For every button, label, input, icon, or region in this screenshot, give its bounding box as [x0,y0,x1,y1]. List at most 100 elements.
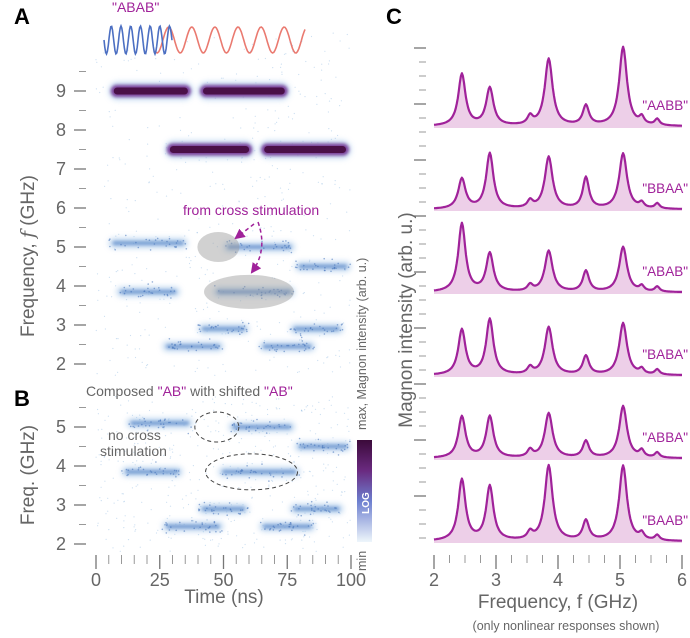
noise-point [237,416,239,418]
noise-point [254,122,256,124]
band-point [165,532,168,534]
noise-point [148,182,150,184]
noise-point [256,538,258,540]
band-point [145,425,147,427]
band-point [226,514,228,516]
noise-point [254,115,256,117]
y-tick-label: 4 [56,276,66,296]
band-point [214,325,217,328]
band-point [269,472,271,475]
noise-point [348,230,351,232]
band-point [201,523,204,526]
noise-point [238,200,240,202]
noise-point [209,318,211,320]
noise-point [242,398,245,401]
band-point [127,473,129,476]
band-point [137,469,140,471]
band-point [131,468,134,471]
noise-point [349,189,351,191]
noise-point [207,425,209,427]
band-point [150,421,152,423]
band-point [149,470,152,472]
noise-point [307,490,309,492]
noise-point [327,356,329,358]
band-point [284,244,286,247]
band-core [264,146,346,153]
x-tick-label: 50 [213,570,233,590]
noise-point [344,476,346,478]
band-point [181,419,184,421]
y-tick-label: 8 [56,120,66,140]
noise-point [139,414,141,416]
noise-point [241,319,243,321]
band-point [303,264,305,267]
spectrum-area [434,152,682,211]
y-tick-label: 3 [56,315,66,335]
noise-point [152,175,154,177]
band-point [221,473,224,476]
noise-point [328,399,330,401]
noise-point [136,416,138,419]
noise-point [149,168,151,170]
band-point [256,427,259,430]
band-point [261,297,263,300]
noise-point [302,172,304,174]
band-point [169,473,172,475]
noise-point [346,522,348,524]
band-point [142,468,145,471]
noise-point [132,461,134,464]
band-point [285,292,287,294]
noise-point [308,132,310,134]
noise-point [260,227,262,229]
band-point [275,350,278,353]
noise-point [346,211,348,213]
noise-point [330,130,333,132]
band-point [218,345,220,347]
band-point [230,430,232,433]
band-point [267,424,269,427]
noise-point [339,366,342,368]
noise-point [139,311,141,313]
noise-point [115,271,117,273]
noise-point [214,396,216,398]
band-point [197,341,200,344]
band-point [296,525,299,527]
noise-point [224,403,226,405]
noise-point [129,334,132,337]
noise-point [318,282,320,284]
noise-point [293,311,295,313]
noise-point [274,277,276,279]
band-point [282,472,284,475]
band-point [162,470,165,472]
noise-point [305,229,307,231]
noise-point [281,192,283,194]
band-point [288,525,291,528]
noise-point [298,90,300,92]
band-point [333,264,336,266]
band-point [299,505,302,508]
band-point [272,475,275,478]
band-point [243,248,246,251]
band-core [169,146,250,153]
noise-point [112,157,114,159]
panel-c-xlabel: Frequency, f (GHz) [478,592,638,613]
band-point [123,286,126,289]
band-point [138,467,140,469]
noise-point [227,416,229,418]
noise-point [256,75,258,77]
noise-point [95,456,97,458]
noise-point [271,480,274,482]
x-tick-label: 5 [615,570,625,590]
band-point [272,247,275,250]
band-point [139,466,142,469]
noise-point [224,370,227,372]
band-point [311,509,313,511]
noise-point [336,424,339,426]
band-point [306,445,309,447]
panel-b-title: Composed "AB" with shifted "AB" [86,383,293,399]
band-point [313,449,315,452]
weak-band-core [166,344,220,349]
noise-point [108,276,110,278]
noise-point [108,529,110,531]
